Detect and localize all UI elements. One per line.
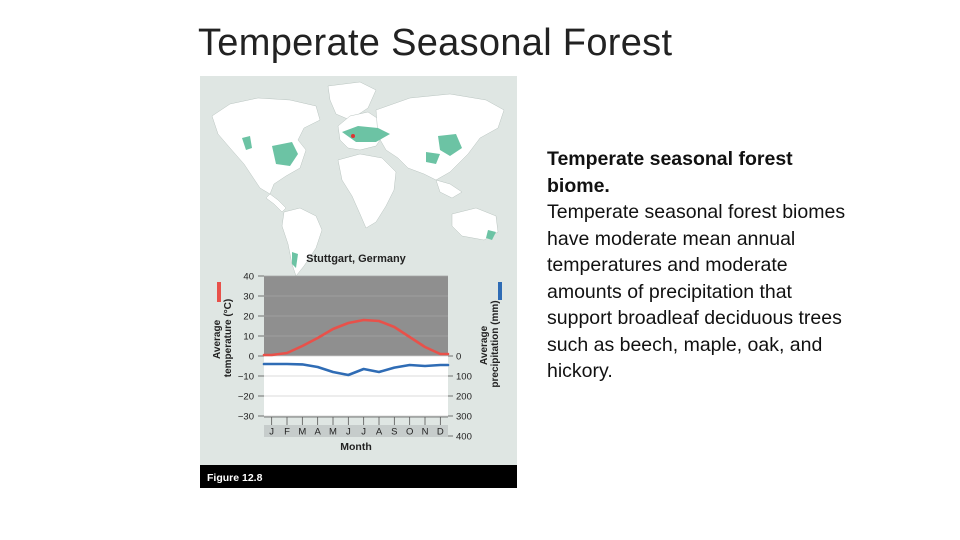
left-tick-label: −20 xyxy=(238,392,254,403)
right-tick-label: 200 xyxy=(456,392,472,403)
y-axis-label-right-line1: Average xyxy=(479,325,490,365)
figure-panel: Stuttgart, Germany 40 30 20 10 0 −10 −20 −30 40… xyxy=(200,76,517,488)
x-axis-label: Month xyxy=(340,441,372,453)
biome-region-south-america xyxy=(292,252,298,268)
left-tick-label: 0 xyxy=(249,352,254,363)
africa xyxy=(337,153,397,229)
biome-region-australia xyxy=(486,230,496,240)
month-strip xyxy=(264,425,448,437)
central-america xyxy=(265,193,287,213)
body-heading: Temperate seasonal forest biome. xyxy=(547,148,793,197)
precipitation-legend-bar xyxy=(498,282,502,300)
chart-title: Stuttgart, Germany xyxy=(306,253,407,265)
y-axis-label-right: Average precipitation (mm) xyxy=(479,300,501,387)
gridlines xyxy=(264,275,448,417)
right-tick-label: 0 xyxy=(456,352,461,363)
figure-caption: Figure 12.8 xyxy=(207,472,263,484)
north-america xyxy=(211,97,321,195)
left-tick-label: 10 xyxy=(243,332,254,343)
y-axis-label-left: Average temperature (°C) xyxy=(212,299,234,377)
biome-region-europe xyxy=(342,126,390,142)
month-label: A xyxy=(314,427,321,438)
left-tick-label: 40 xyxy=(243,272,254,283)
month-label: D xyxy=(437,427,444,438)
month-label: J xyxy=(269,427,274,438)
right-tick-label: 100 xyxy=(456,372,472,383)
south-america xyxy=(281,207,323,277)
left-axis-ticks: 40 30 20 10 0 −10 −20 −30 xyxy=(238,272,264,423)
month-label: A xyxy=(376,427,383,438)
world-map xyxy=(200,76,517,277)
month-label: F xyxy=(284,427,290,438)
slide-title: Temperate Seasonal Forest xyxy=(198,22,673,64)
biome-region-eastern-us xyxy=(272,142,298,166)
temperature-line xyxy=(262,318,450,357)
y-axis-label-left-line2: temperature (°C) xyxy=(223,299,234,377)
y-axis-label-left-line1: Average xyxy=(212,319,223,359)
biome-region-china xyxy=(426,152,440,164)
month-label: M xyxy=(329,427,337,438)
month-label: S xyxy=(391,427,397,438)
month-label: M xyxy=(298,427,306,438)
right-tick-label: 400 xyxy=(456,432,472,443)
month-label: N xyxy=(422,427,429,438)
left-tick-label: 20 xyxy=(243,312,254,323)
temperature-legend-bar xyxy=(217,282,221,302)
biome-region-western-us xyxy=(242,136,252,150)
y-axis-label-right-line2: precipitation (mm) xyxy=(490,300,501,387)
left-tick-label: −10 xyxy=(238,372,254,383)
southeast-asia xyxy=(435,179,463,199)
stuttgart-location-marker xyxy=(351,134,355,138)
precipitation-line xyxy=(262,362,450,377)
caption-bar xyxy=(200,465,517,488)
left-tick-label: 30 xyxy=(243,292,254,303)
right-tick-label: 300 xyxy=(456,412,472,423)
series-lines xyxy=(262,318,450,377)
left-tick-label: −30 xyxy=(238,412,254,423)
body-paragraph: Temperate seasonal forest biomes have mo… xyxy=(547,201,846,382)
month-label: O xyxy=(406,427,413,438)
body-text: Temperate seasonal forest biome. Tempera… xyxy=(547,146,847,385)
month-label: J xyxy=(346,427,351,438)
right-axis-ticks: 400 300 200 100 0 xyxy=(448,352,472,443)
biome-region-east-asia xyxy=(438,134,462,156)
month-label: J xyxy=(361,427,366,438)
